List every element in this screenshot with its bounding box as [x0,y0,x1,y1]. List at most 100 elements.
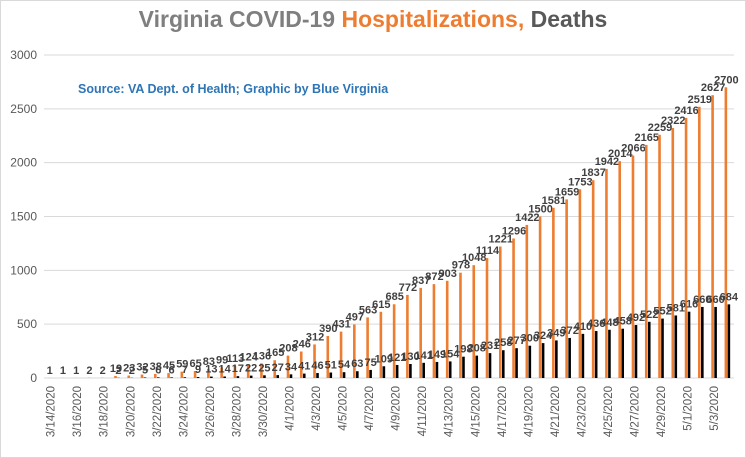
hospitalizations-data-label: 23 [123,363,135,375]
deaths-bar [594,331,598,378]
deaths-bar [701,306,704,378]
deaths-bar [302,373,306,378]
deaths-data-label: 13 [205,364,217,376]
deaths-data-label: 436 [587,318,605,330]
hospitalizations-data-label: 1 [73,365,79,377]
deaths-bar [475,355,479,378]
deaths-bar [196,377,200,378]
deaths-data-label: 616 [680,299,698,311]
deaths-bar [541,343,545,378]
hospitalizations-bar [339,331,343,378]
deaths-bar [356,371,359,378]
hospitalizations-bar [605,168,608,378]
hospitalizations-data-label: 2014 [608,148,633,160]
hospitalizations-data-label: 1500 [528,204,552,216]
deaths-data-label: 458 [614,316,632,328]
hospitalizations-bar [313,344,316,378]
deaths-bar [448,361,452,378]
y-tick-label: 500 [17,317,37,331]
deaths-bar [395,364,399,378]
hospitalizations-bar [353,324,356,378]
hospitalizations-data-label: 2 [86,365,92,377]
x-tick-label: 3/26/2020 [205,386,217,437]
hospitalizations-data-label: 2322 [661,115,685,127]
deaths-data-label: 258 [494,337,512,349]
hospitalizations-bar [698,106,701,379]
deaths-bar [249,375,253,378]
deaths-data-label: 9 [195,364,201,376]
deaths-data-label: 492 [627,312,645,324]
deaths-bar [634,325,638,378]
hospitalizations-bar [392,304,396,378]
hospitalizations-data-label: 390 [319,323,337,335]
deaths-bar [329,372,333,378]
hospitalizations-data-label: 124 [239,352,258,364]
hospitalizations-data-label: 136 [253,350,271,362]
deaths-data-label: 522 [640,309,658,321]
hospitalizations-bar [459,272,462,378]
deaths-bar [555,340,558,378]
hospitalizations-bar [472,265,476,378]
x-tick-label: 4/13/2020 [444,386,456,437]
deaths-data-label: 7 [182,364,188,376]
deaths-bar [382,366,386,378]
x-tick-label: 4/11/2020 [417,386,429,436]
deaths-bar [342,372,346,378]
y-tick-label: 2500 [10,102,37,116]
deaths-data-label: 25 [258,362,270,374]
deaths-data-label: 324 [534,330,553,342]
deaths-data-label: 109 [375,353,393,365]
deaths-bar [263,375,266,378]
deaths-data-label: 75 [364,357,376,369]
x-tick-label: 4/1/2020 [284,386,296,431]
hospitalizations-bar [140,374,144,378]
deaths-data-label: 552 [653,306,671,318]
deaths-data-label: 684 [720,291,739,303]
chart-title: Virginia COVID-19 Hospitalizations, Deat… [0,6,746,33]
hospitalizations-bar [299,351,303,378]
deaths-data-label: 372 [560,325,578,337]
hospitalizations-data-label: 165 [266,347,284,359]
hospitalizations-data-label: 32 [136,362,148,374]
deaths-bar [210,376,213,378]
x-tick-label: 4/3/2020 [311,386,323,431]
deaths-data-label: 46 [311,360,323,372]
hospitalizations-bar [711,95,714,378]
deaths-data-label: 660 [693,294,711,306]
hospitalizations-data-label: 2165 [635,132,659,144]
deaths-data-label: 660 [706,294,724,306]
deaths-data-label: 349 [547,327,565,339]
deaths-bar [661,318,664,378]
deaths-bar [621,328,625,378]
hospitalizations-bar [485,258,489,378]
x-tick-label: 4/15/2020 [470,386,482,437]
x-tick-label: 3/14/2020 [46,386,58,437]
hospitalizations-data-label: 1837 [581,167,605,179]
hospitalizations-bar [193,371,197,378]
deaths-data-label: 14 [219,363,232,375]
deaths-data-label: 34 [285,361,298,373]
deaths-data-label: 149 [428,349,446,361]
hospitalizations-data-label: 2 [100,365,106,377]
hospitalizations-bar [618,161,622,378]
hospitalizations-data-label: 978 [452,260,470,272]
hospitalizations-bar [286,355,290,378]
hospitalizations-bar [180,371,184,378]
hospitalizations-data-label: 312 [306,331,324,343]
hospitalizations-bar [498,246,502,378]
deaths-data-label: 2 [115,365,121,377]
deaths-data-label: 63 [351,358,363,370]
hospitalizations-data-label: 1753 [568,176,592,188]
deaths-bar [223,376,226,378]
deaths-bar [369,369,372,378]
hospitalizations-bar [114,375,117,378]
x-tick-label: 3/16/2020 [72,386,84,437]
hospitalizations-bar [658,134,661,378]
hospitalizations-bar [565,199,568,378]
hospitalizations-data-label: 615 [372,299,390,311]
y-tick-label: 3000 [10,48,37,62]
hospitalizations-data-label: 65 [189,358,201,370]
x-tick-label: 4/17/2020 [497,386,509,437]
deaths-bar [674,315,678,378]
